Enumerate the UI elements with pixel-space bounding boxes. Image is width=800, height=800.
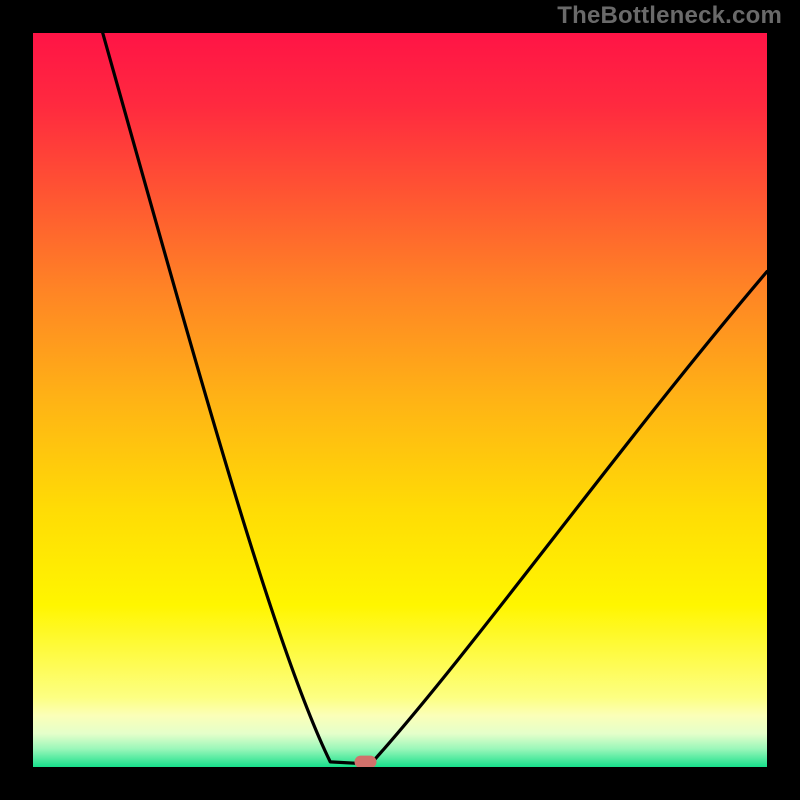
optimum-marker [354, 756, 376, 767]
chart-frame: TheBottleneck.com [0, 0, 800, 800]
gradient-background [33, 33, 767, 767]
watermark-text: TheBottleneck.com [557, 2, 782, 30]
bottleneck-curve-plot [33, 33, 767, 767]
